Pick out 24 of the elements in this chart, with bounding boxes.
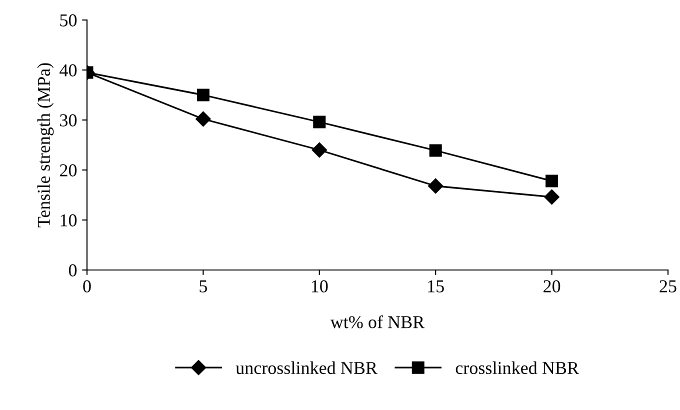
- point: [312, 142, 327, 158]
- y-tick-label: 10: [60, 214, 77, 226]
- y-tick-label: 50: [60, 14, 77, 26]
- legend-label: crosslinked NBR: [456, 361, 579, 374]
- x-axis-title: wt% of NBR: [330, 315, 425, 328]
- y-tick-label: 20: [60, 164, 77, 176]
- point: [544, 189, 560, 205]
- point: [428, 178, 444, 194]
- point: [429, 144, 442, 157]
- point: [546, 174, 558, 188]
- point: [196, 111, 211, 127]
- x-tick-label: 0: [83, 280, 91, 292]
- legend-label: uncrosslinked NBR: [236, 361, 378, 374]
- x-tick-label: 15: [428, 280, 444, 292]
- y-tick-label: 0: [68, 264, 77, 276]
- point: [196, 88, 210, 102]
- y-tick-label: 40: [60, 64, 77, 76]
- y-tick-label: 30: [60, 114, 77, 126]
- x-tick-label: 10: [312, 280, 328, 292]
- x-tick-label: 20: [544, 280, 560, 292]
- point: [313, 116, 326, 128]
- x-tick-label: 25: [660, 280, 676, 292]
- x-tick-label: 5: [200, 280, 208, 292]
- y-axis-title: Tensile strength (MPa): [37, 63, 54, 228]
